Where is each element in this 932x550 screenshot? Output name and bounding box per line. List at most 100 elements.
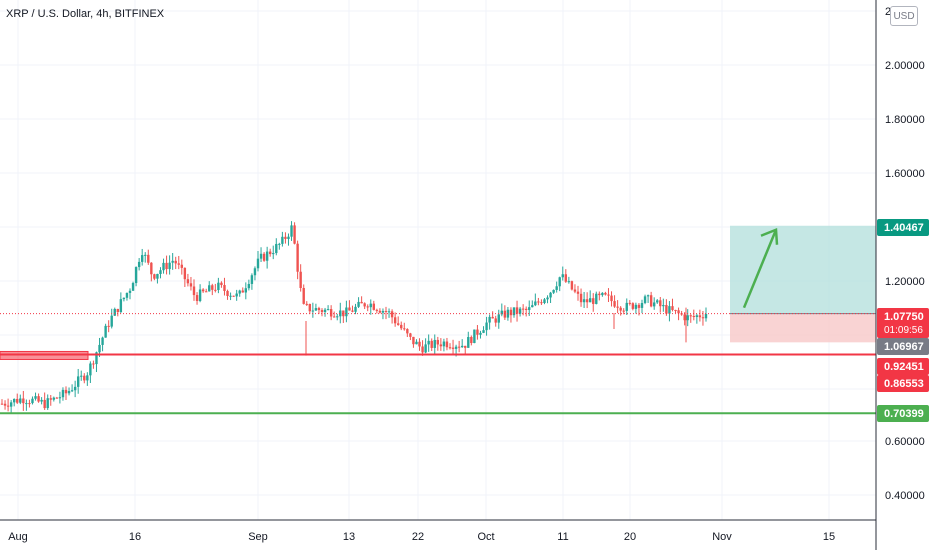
- time-tick-label: Sep: [248, 531, 268, 543]
- candle-body: [643, 296, 647, 304]
- candle-body: [668, 306, 671, 314]
- currency-button[interactable]: USD: [890, 6, 918, 26]
- candle-body: [281, 236, 284, 244]
- candle-body: [278, 243, 281, 245]
- candle-body: [552, 289, 555, 293]
- candle-body: [421, 346, 424, 353]
- candle-body: [320, 310, 324, 313]
- candle-body: [433, 339, 436, 348]
- candle-body: [528, 307, 531, 310]
- price-tag: 1.40467: [877, 219, 929, 236]
- candle-body: [168, 262, 171, 270]
- candle-body: [460, 345, 464, 348]
- candle-body: [299, 271, 302, 288]
- position-zones: [730, 225, 876, 343]
- candle-body: [110, 315, 113, 327]
- price-tag: 0.70399: [877, 405, 929, 422]
- candle-body: [665, 305, 668, 314]
- candle-body: [3, 403, 7, 406]
- candle-body: [159, 270, 162, 274]
- price-tag-label: 0.70399: [884, 408, 924, 420]
- candle-body: [640, 303, 644, 308]
- candle-body: [183, 267, 187, 280]
- candle-body: [67, 390, 71, 394]
- candle-body: [546, 297, 549, 300]
- candle-body: [73, 386, 77, 391]
- candle-body: [400, 324, 403, 329]
- time-tick-label: Aug: [8, 531, 28, 543]
- candle-body: [531, 305, 534, 308]
- candle-body: [229, 295, 232, 297]
- candle-body: [677, 310, 680, 314]
- candle-body: [445, 341, 449, 348]
- price-tick-label: 2.00000: [885, 60, 925, 72]
- candle-body: [652, 302, 656, 307]
- candle-body: [64, 389, 68, 394]
- candle-body: [345, 307, 348, 317]
- candle-body: [549, 292, 552, 298]
- candle-body: [601, 292, 604, 296]
- candle-body: [116, 308, 120, 313]
- candle-body: [412, 336, 415, 345]
- candle-body: [198, 289, 202, 301]
- candle-body: [515, 307, 519, 314]
- candle-body: [265, 251, 269, 261]
- candle-body: [512, 307, 516, 316]
- candle-body: [692, 316, 696, 318]
- time-tick-label: Nov: [712, 531, 732, 543]
- candle-body: [564, 274, 568, 282]
- candle-body: [695, 315, 699, 317]
- candle-body: [131, 283, 135, 291]
- candle-body: [451, 347, 455, 349]
- candle-body: [317, 308, 321, 311]
- time-tick-label: Oct: [477, 531, 494, 543]
- candle-body: [262, 253, 266, 261]
- candle-body: [46, 398, 49, 409]
- candle-body: [348, 307, 351, 311]
- price-tag: 1.06967: [877, 338, 929, 355]
- price-tag-bg: [877, 308, 929, 338]
- candle-body: [147, 254, 150, 263]
- price-tag-label: 1.07750: [884, 311, 924, 323]
- candle-body: [95, 352, 98, 365]
- candle-body: [424, 344, 427, 353]
- candle-body: [153, 274, 156, 279]
- candle-body: [101, 337, 104, 345]
- candle-body: [61, 389, 65, 398]
- candle-body: [293, 225, 296, 244]
- candle-body: [479, 332, 482, 335]
- price-tag-bg: [877, 358, 929, 375]
- candle-body: [543, 299, 546, 303]
- candle-body: [656, 300, 659, 303]
- candle-body: [296, 243, 299, 272]
- price-tag-bg: [877, 338, 929, 355]
- candle-body: [89, 363, 92, 376]
- price-tag: 0.86553: [877, 375, 929, 392]
- candle-body: [253, 268, 257, 276]
- price-tick-label-top: 2.: [885, 6, 894, 18]
- candle-body: [323, 309, 327, 313]
- candle-body: [34, 396, 37, 399]
- candle-body: [360, 301, 363, 304]
- candle-body: [83, 375, 86, 381]
- candle-body: [52, 397, 56, 400]
- candle-body: [561, 274, 564, 278]
- candle-body: [232, 295, 235, 297]
- candle-body: [19, 398, 22, 403]
- candle-body: [226, 290, 229, 297]
- candle-body: [659, 300, 662, 307]
- candle-body: [637, 304, 641, 308]
- candle-body: [134, 267, 138, 284]
- candle-body: [150, 262, 153, 275]
- candle-body: [662, 305, 665, 307]
- target-arrow: [742, 229, 778, 309]
- candle-body: [378, 310, 382, 313]
- candle-body: [55, 397, 59, 399]
- candle-body: [409, 333, 412, 337]
- candle-body: [351, 310, 354, 312]
- candle-body: [339, 310, 342, 317]
- horizontal-lines[interactable]: [0, 227, 876, 415]
- candle-body: [354, 306, 357, 312]
